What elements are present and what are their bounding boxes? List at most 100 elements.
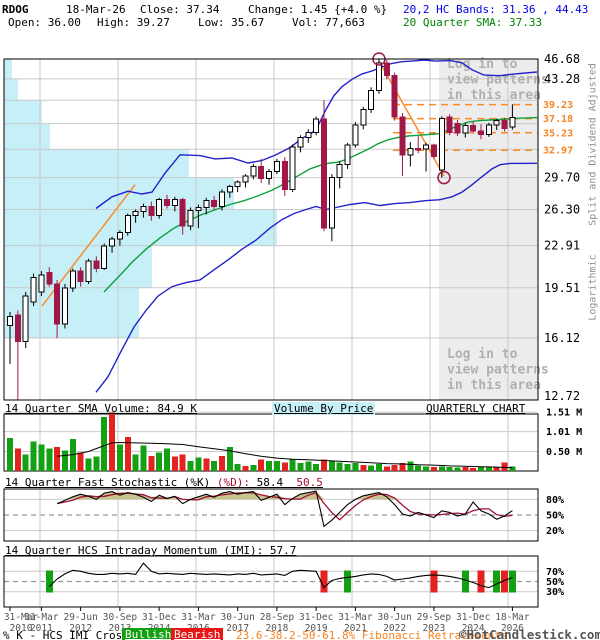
volume-bar xyxy=(171,456,178,471)
volume-bar xyxy=(77,452,84,471)
login-overlay-text: in this area xyxy=(447,378,541,393)
volume-bar xyxy=(61,450,68,471)
volume-bar xyxy=(454,467,461,471)
x-axis-date: 31-Dec xyxy=(299,612,333,623)
candle-body xyxy=(383,62,390,77)
imi-signal-bar xyxy=(344,570,352,593)
stoch-axis-label: 50% xyxy=(546,511,564,522)
volume-bar xyxy=(375,463,382,471)
login-overlay-text: Log in to xyxy=(447,347,518,362)
volume-bar xyxy=(391,464,398,471)
x-axis-year: 2021 xyxy=(344,623,367,634)
candle-body xyxy=(69,270,76,289)
volume-by-price-label[interactable]: Volume By Price xyxy=(272,402,376,415)
vbp-bar xyxy=(4,100,42,124)
volume-bar xyxy=(368,465,375,471)
imi-signal-bar xyxy=(501,570,509,593)
volume-bar xyxy=(14,448,21,471)
volume-bar xyxy=(218,455,225,471)
x-axis-date: 30-Jun xyxy=(377,612,411,623)
volume-bar xyxy=(305,461,312,471)
split-dividend-adjusted-label: Split and Dividend Adjusted xyxy=(587,63,599,226)
candle-body xyxy=(368,89,375,111)
candle-body xyxy=(171,199,178,207)
candle-body xyxy=(321,118,327,229)
candle-body xyxy=(446,116,453,133)
imi-panel-title: 14 Quarter HCS Intraday Momentum (IMI): … xyxy=(5,544,297,557)
sma-value: 20 Quarter SMA: 37.33 xyxy=(403,16,543,29)
candle-body xyxy=(344,144,351,166)
candle-body xyxy=(77,270,84,282)
volume-bar xyxy=(195,457,202,471)
candle-body xyxy=(93,260,100,270)
x-axis-date: 29-Jun xyxy=(63,612,97,623)
volume-axis-label: 1.01 M xyxy=(546,427,582,438)
candle-body xyxy=(454,123,461,134)
candle-body xyxy=(438,118,445,171)
watermark-link[interactable]: ©HotCandlestick.com xyxy=(459,627,600,640)
candle-body xyxy=(305,131,312,139)
x-axis-year: 2023 xyxy=(422,623,445,634)
candle-body xyxy=(258,165,265,179)
candle-body xyxy=(85,260,92,282)
candle-body xyxy=(375,62,382,91)
lower-hc-band xyxy=(95,162,538,393)
candle-body xyxy=(124,215,131,233)
candle-body xyxy=(430,144,437,157)
volume-bar xyxy=(132,454,139,471)
candle-body xyxy=(297,137,304,148)
volume-bar xyxy=(273,460,280,471)
volume-bar xyxy=(462,467,469,471)
candle-body xyxy=(281,160,288,190)
imi-signal-bar xyxy=(508,570,516,593)
volume-bar xyxy=(187,460,194,471)
fib-level-label: 37.18 xyxy=(543,114,573,125)
volume-bar xyxy=(164,448,170,471)
volume-bar xyxy=(156,452,163,471)
stochastic-panel-title: 14 Quarter Fast Stochastic (%K) (%D): 58… xyxy=(5,476,323,489)
volume-bar xyxy=(493,467,500,471)
volume-bar xyxy=(124,437,131,471)
candle-body xyxy=(336,164,343,179)
candle-body xyxy=(423,144,430,150)
volume-axis-label: 0.50 M xyxy=(546,447,582,458)
imi-panel-border xyxy=(3,555,539,608)
volume-bar xyxy=(321,459,327,471)
volume-value: Vol: 77,663 xyxy=(292,16,365,29)
upper-hc-band xyxy=(95,59,538,210)
volume-bar xyxy=(22,454,29,471)
x-axis-date: 31-Mar xyxy=(24,612,59,623)
volume-bar xyxy=(258,459,265,471)
volume-bar xyxy=(509,466,516,471)
candle-body xyxy=(478,130,484,136)
volume-bar xyxy=(383,466,390,471)
volume-bar xyxy=(297,463,304,471)
volume-bar xyxy=(250,464,257,471)
candle-body xyxy=(203,200,210,208)
volume-bar xyxy=(85,458,92,471)
stochastic-title-d: (%D): xyxy=(216,476,251,489)
volume-axis-label: 1.51 M xyxy=(546,408,582,419)
bearish-badge[interactable]: Bearish xyxy=(171,628,224,640)
x-axis-year: 2011 xyxy=(30,623,53,634)
imi-signal-bar xyxy=(430,570,438,593)
volume-bar xyxy=(211,460,218,471)
close-value: Close: 37.34 xyxy=(140,3,220,16)
vbp-bar xyxy=(4,209,277,246)
candle-body xyxy=(156,199,163,217)
price-axis-label: 29.70 xyxy=(544,171,580,185)
volume-bar xyxy=(360,464,367,471)
volume-bar xyxy=(140,445,147,471)
candle-body xyxy=(211,200,218,208)
candle-body xyxy=(46,271,53,285)
volume-bar xyxy=(30,441,37,471)
volume-bar xyxy=(336,462,343,471)
imi-signal-bar xyxy=(477,570,485,593)
candle-body xyxy=(54,283,61,325)
bullish-badge[interactable]: Bullish xyxy=(122,628,175,640)
chart-type-label: QUARTERLY CHART xyxy=(426,402,526,415)
candle-body xyxy=(360,109,367,126)
x-axis-year: 2010 xyxy=(10,623,33,634)
candle-body xyxy=(218,191,225,208)
